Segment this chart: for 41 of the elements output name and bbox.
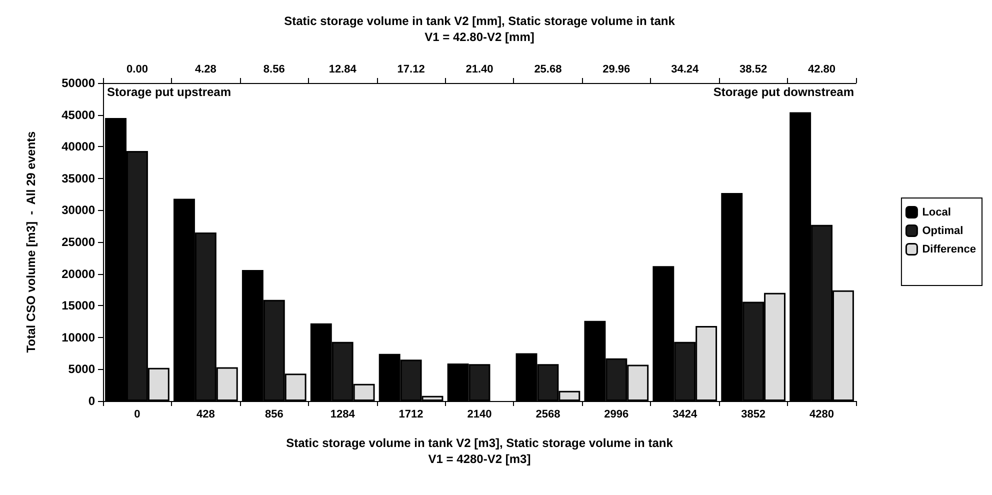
x-tick-label: 1712 [398, 408, 424, 420]
legend-label: Difference [922, 243, 976, 256]
x2-tick-label: 4.28 [194, 64, 216, 76]
x2-tick-label: 29.96 [602, 64, 630, 76]
y-tick-label: 5000 [68, 362, 96, 376]
x2-tick-label: 34.24 [671, 64, 700, 76]
y-tick-label: 15000 [62, 298, 96, 313]
x-tick-label: 3852 [741, 408, 766, 420]
x2-tick-label: 38.52 [740, 64, 768, 76]
annotation: Storage put upstream [107, 85, 232, 99]
x2-tick-label: 12.84 [328, 64, 358, 76]
legend-label: Optimal [922, 224, 964, 237]
x2-tick-label: 8.56 [263, 64, 285, 76]
annotation: Storage put downstream [713, 85, 854, 99]
x-axis-title: Static storage volume in tank V2 [m3], Static storage volume in tank V1 = 4280-V2 [m3] [286, 436, 674, 466]
y-tick-label: 25000 [62, 235, 96, 249]
x2-tick-label: 42.80 [808, 64, 836, 76]
y-tick-label: 10000 [62, 330, 96, 344]
x-tick-label: 3424 [672, 408, 698, 420]
y-tick-label: 40000 [62, 140, 96, 154]
x2-tick-label: 17.12 [397, 64, 425, 76]
y-tick-label: 50000 [62, 76, 96, 90]
y-tick-label: 30000 [62, 203, 96, 218]
x2-tick-label: 21.40 [466, 64, 494, 76]
y-axis-title: Total CSO volume [m3] - All 29 events [24, 130, 38, 353]
x-tick-label: 2996 [604, 408, 629, 420]
x-tick-label: 0 [134, 408, 140, 420]
x-tick-label: 428 [196, 408, 215, 420]
y-tick-label: 20000 [62, 266, 96, 281]
x-tick-label: 2568 [536, 408, 560, 420]
x-tick-label: 2140 [467, 408, 492, 420]
x2-tick-label: 25.68 [534, 64, 562, 76]
y-tick-label: 0 [88, 394, 96, 408]
x2-axis-title: Static storage volume in tank V2 [mm], Static storage volume in tank V1 = 42.80-V2 [mm] [284, 14, 676, 44]
x-tick-label: 4280 [810, 408, 834, 420]
y-tick-label: 35000 [62, 171, 96, 186]
legend-label: Local [922, 206, 951, 218]
y-tick-label: 45000 [62, 108, 96, 122]
x2-tick-label: 0.00 [126, 64, 148, 76]
x-tick-label: 1284 [330, 408, 356, 420]
x-tick-label: 856 [264, 408, 284, 420]
